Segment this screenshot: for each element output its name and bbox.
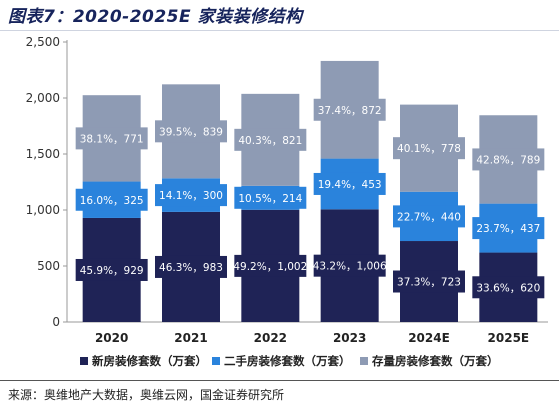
data-label: 43.2%，1,006 [313, 261, 387, 273]
figure-title: 图表7：2020-2025E 家装装修结构 [8, 7, 303, 27]
data-label: 37.4%，872 [318, 105, 382, 117]
data-label: 39.5%，839 [159, 126, 223, 138]
data-label: 38.1%，771 [80, 133, 144, 145]
data-label: 45.9%，929 [80, 265, 144, 277]
y-tick-label: 2,500 [26, 35, 60, 49]
data-label: 49.2%，1,002 [233, 261, 307, 273]
data-label-box-stock [313, 98, 386, 121]
stacked-bar-chart: 0 500 1,000 1,500 2,000 2,500 45.9%，929 16.0%，3… [26, 35, 548, 368]
x-tick-label: 2020 [95, 331, 128, 345]
x-tick-label: 2022 [254, 331, 287, 345]
y-tick-label: 500 [37, 259, 60, 273]
legend-swatch-stock [360, 357, 368, 365]
data-label-box-second [393, 205, 465, 228]
x-tick-label: 2024E [408, 331, 450, 345]
data-label-box-second [234, 186, 307, 209]
data-label-box-stock [75, 127, 148, 150]
y-tick-label: 2,000 [26, 91, 60, 105]
x-tick-label: 2025E [488, 331, 530, 345]
data-label-box-new [234, 254, 307, 277]
source-note: 来源：奥维地产大数据，奥维云网，国金证券研究所 [8, 388, 285, 402]
legend-label: 二手房装修套数（万套） [224, 354, 351, 368]
data-label-box-new [313, 254, 386, 277]
x-tick-label: 2023 [333, 331, 366, 345]
data-label-box-stock [472, 148, 545, 171]
data-label: 33.6%，620 [476, 282, 540, 294]
data-label: 42.8%，789 [476, 154, 540, 166]
data-label: 37.3%，723 [397, 277, 461, 289]
data-label: 16.0%，325 [80, 195, 144, 207]
y-tick-label: 1,500 [26, 147, 60, 161]
title-divider [0, 30, 559, 31]
data-label-box-second [155, 184, 227, 207]
data-label-box-new [155, 255, 227, 278]
data-label-box-new [75, 258, 148, 281]
data-label-box-second [472, 217, 545, 240]
data-label-box-second [313, 172, 386, 195]
data-label-box-second [75, 188, 148, 211]
legend-label: 新房装修套数（万套） [92, 354, 207, 368]
data-label: 40.3%，821 [238, 135, 302, 147]
data-label-box-stock [234, 128, 307, 151]
x-tick-label: 2021 [174, 331, 207, 345]
data-label: 40.1%，778 [397, 143, 461, 155]
data-label: 10.5%，214 [238, 193, 302, 205]
data-label-box-new [472, 276, 545, 299]
data-label: 23.7%，437 [476, 223, 540, 235]
data-label: 22.7%，440 [397, 211, 461, 223]
y-tick-label: 1,000 [26, 203, 60, 217]
legend-label: 存量房装修套数（万套） [372, 354, 499, 368]
source-divider [0, 380, 559, 381]
data-label-box-stock [393, 137, 465, 160]
data-label: 14.1%，300 [159, 190, 223, 202]
data-label: 19.4%，453 [318, 179, 382, 191]
y-tick-label: 0 [52, 315, 60, 329]
data-label: 46.3%，983 [159, 262, 223, 274]
data-label-box-stock [155, 120, 227, 143]
legend-swatch-new [80, 357, 88, 365]
legend-swatch-second [212, 357, 220, 365]
data-label-box-new [393, 270, 465, 293]
